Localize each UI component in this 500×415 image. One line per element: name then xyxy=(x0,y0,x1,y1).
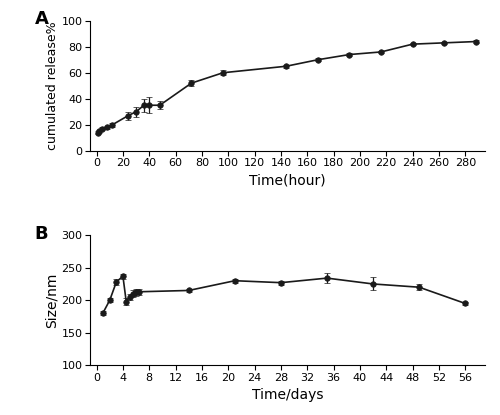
Y-axis label: cumulated release%: cumulated release% xyxy=(46,22,59,150)
X-axis label: Time/days: Time/days xyxy=(252,388,323,403)
Text: B: B xyxy=(34,225,48,243)
X-axis label: Time(hour): Time(hour) xyxy=(249,174,326,188)
Y-axis label: Size/nm: Size/nm xyxy=(44,273,59,328)
Text: A: A xyxy=(34,10,48,28)
